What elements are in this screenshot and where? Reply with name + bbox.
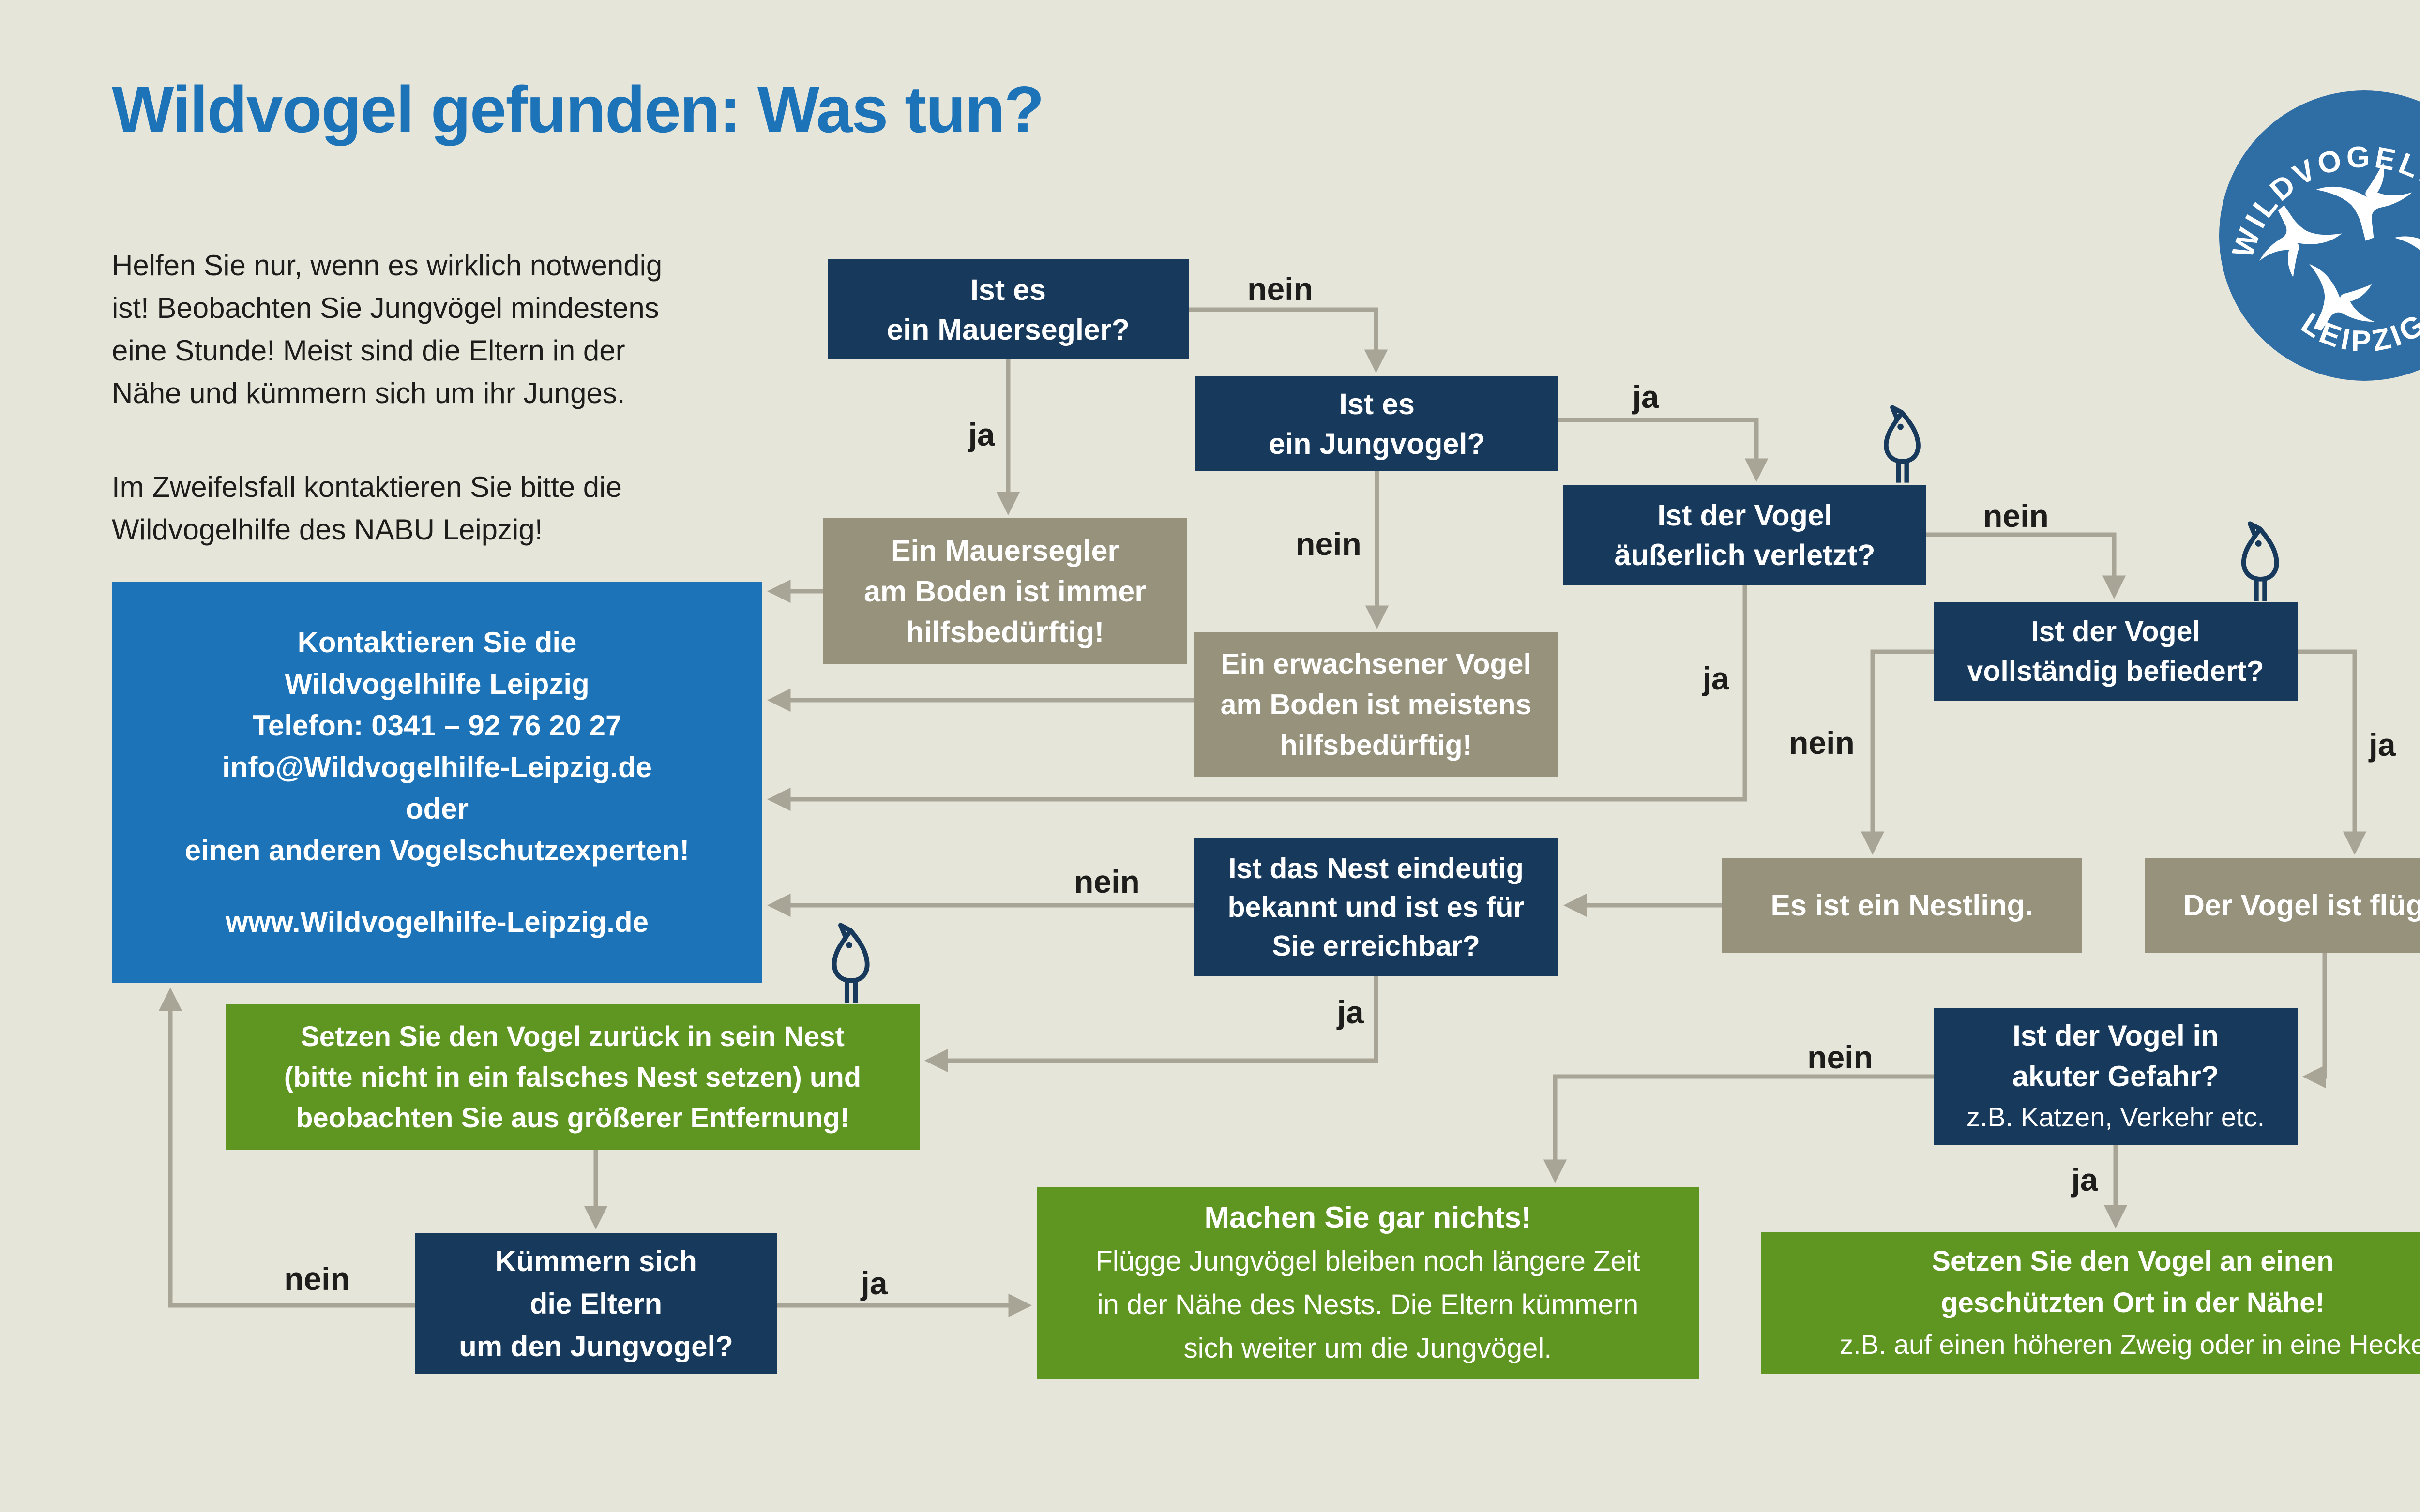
edge-label-nein: nein xyxy=(1247,271,1313,307)
edge-label-ja: ja xyxy=(1632,379,1659,415)
node-question-nest: Ist das Nest eindeutig bekannt und ist e… xyxy=(1194,838,1558,976)
node-title: Machen Sie gar nichts! xyxy=(1204,1200,1531,1234)
wildvogelhilfe-leipzig-logo: WILDVOGELHILFE LEIPZIG xyxy=(2219,90,2420,381)
node-question-befiedert: Ist der Vogel vollständig befiedert? xyxy=(1934,602,2298,701)
node-info-nestling: Es ist ein Nestling. xyxy=(1722,858,2082,953)
node-text: Kümmern sich die Eltern um den Jungvogel… xyxy=(459,1244,733,1362)
node-info-fluegge: Der Vogel ist flügge. xyxy=(2145,858,2420,953)
node-kontakt-box: Kontaktieren Sie die Wildvogelhilfe Leip… xyxy=(112,582,762,983)
edge-label-ja: ja xyxy=(1702,660,1729,696)
edge-gefahr-nein-nichts xyxy=(1543,1074,1934,1183)
edge-label-nein: nein xyxy=(1074,864,1140,899)
edge-label-nein: nein xyxy=(1983,498,2049,534)
node-text: Der Vogel ist flügge. xyxy=(2183,889,2420,922)
node-text: Ist es ein Jungvogel? xyxy=(1269,387,1485,460)
node-title: Ist der Vogel in akuter Gefahr? xyxy=(2012,1019,2219,1093)
node-text: Ist der Vogel äußerlich verletzt? xyxy=(1614,498,1876,571)
edge-fluegge-gefahr xyxy=(2302,953,2327,1089)
node-text: Es ist ein Nestling. xyxy=(1770,889,2033,922)
edge-label-ja: ja xyxy=(861,1265,888,1301)
contact-phone: Telefon: 0341 – 92 76 20 27 xyxy=(252,709,622,742)
node-text: Ist es ein Mauersegler? xyxy=(887,273,1130,346)
contact-line: oder xyxy=(405,792,469,825)
contact-line: Kontaktieren Sie die xyxy=(297,626,577,659)
node-title: Setzen Sie den Vogel an einen geschützte… xyxy=(1932,1245,2334,1318)
intro-paragraph-2: Im Zweifelsfall kontaktieren Sie bitte d… xyxy=(112,471,622,546)
edge-jungvogel-ja xyxy=(1558,418,1769,482)
edge-befiedert-nein xyxy=(1860,649,1934,855)
edge-label-ja: ja xyxy=(968,417,995,452)
edge-label-ja: ja xyxy=(1337,994,1364,1030)
node-question-jungvogel: Ist es ein Jungvogel? xyxy=(1195,376,1558,471)
node-question-verletzt: Ist der Vogel äußerlich verletzt? xyxy=(1563,485,1926,585)
edge-nest-ja-zuruecksetzen xyxy=(924,976,1378,1073)
edge-befiedert-ja xyxy=(2298,649,2367,855)
contact-email: info@Wildvogelhilfe-Leipzig.de xyxy=(222,750,652,783)
edge-label-ja: ja xyxy=(2071,1162,2098,1198)
node-question-mauersegler: Ist es ein Mauersegler? xyxy=(828,259,1189,359)
edge-label-nein: nein xyxy=(1296,526,1361,562)
node-text: Ist das Nest eindeutig bekannt und ist e… xyxy=(1227,852,1525,962)
edge-verletzt-nein xyxy=(1926,532,2126,599)
node-subtext: z.B. auf einen höheren Zweig oder in ein… xyxy=(1840,1329,2420,1360)
perched-bird-icon xyxy=(1886,407,1918,482)
edge-label-nein: nein xyxy=(1807,1039,1873,1075)
node-action-nest-zuruecksetzen: Setzen Sie den Vogel zurück in sein Nest… xyxy=(226,1004,920,1150)
node-text: Ist der Vogel vollständig befiedert? xyxy=(1967,615,2264,687)
node-text: Ein Mauersegler am Boden ist immer hilfs… xyxy=(863,534,1147,648)
node-text: Ein erwachsener Vogel am Boden ist meist… xyxy=(1220,648,1532,761)
perched-bird-icon xyxy=(834,925,867,1003)
page-title: Wildvogel gefunden: Was tun? xyxy=(112,73,1044,146)
contact-line: einen anderen Vogelschutzexperten! xyxy=(184,834,690,867)
contact-website: www.Wildvogelhilfe-Leipzig.de xyxy=(226,905,649,938)
node-info-mauersegler-boden: Ein Mauersegler am Boden ist immer hilfs… xyxy=(823,518,1187,664)
node-action-geschuetzter-ort: Setzen Sie den Vogel an einen geschützte… xyxy=(1761,1232,2420,1374)
node-question-eltern: Kümmern sich die Eltern um den Jungvogel… xyxy=(415,1233,777,1374)
node-question-gefahr: Ist der Vogel in akuter Gefahr? z.B. Kat… xyxy=(1934,1008,2298,1145)
edge-label-nein: nein xyxy=(1789,725,1855,761)
edge-mauersegler-nein xyxy=(1189,307,1388,373)
intro-paragraph-1: Helfen Sie nur, wenn es wirklich notwend… xyxy=(112,249,663,409)
edge-label-ja: ja xyxy=(2369,727,2396,763)
perched-bird-icon xyxy=(2244,524,2277,601)
node-info-erwachsener-boden: Ein erwachsener Vogel am Boden ist meist… xyxy=(1194,632,1558,777)
node-body: Flügge Jungvögel bleiben noch längere Ze… xyxy=(1095,1245,1640,1364)
node-action-gar-nichts: Machen Sie gar nichts! Flügge Jungvögel … xyxy=(1037,1187,1699,1379)
node-text: Setzen Sie den Vogel zurück in sein Nest… xyxy=(284,1020,862,1134)
contact-line: Wildvogelhilfe Leipzig xyxy=(285,667,590,700)
node-subtext: z.B. Katzen, Verkehr etc. xyxy=(1966,1102,2265,1132)
edge-label-nein: nein xyxy=(284,1261,350,1297)
